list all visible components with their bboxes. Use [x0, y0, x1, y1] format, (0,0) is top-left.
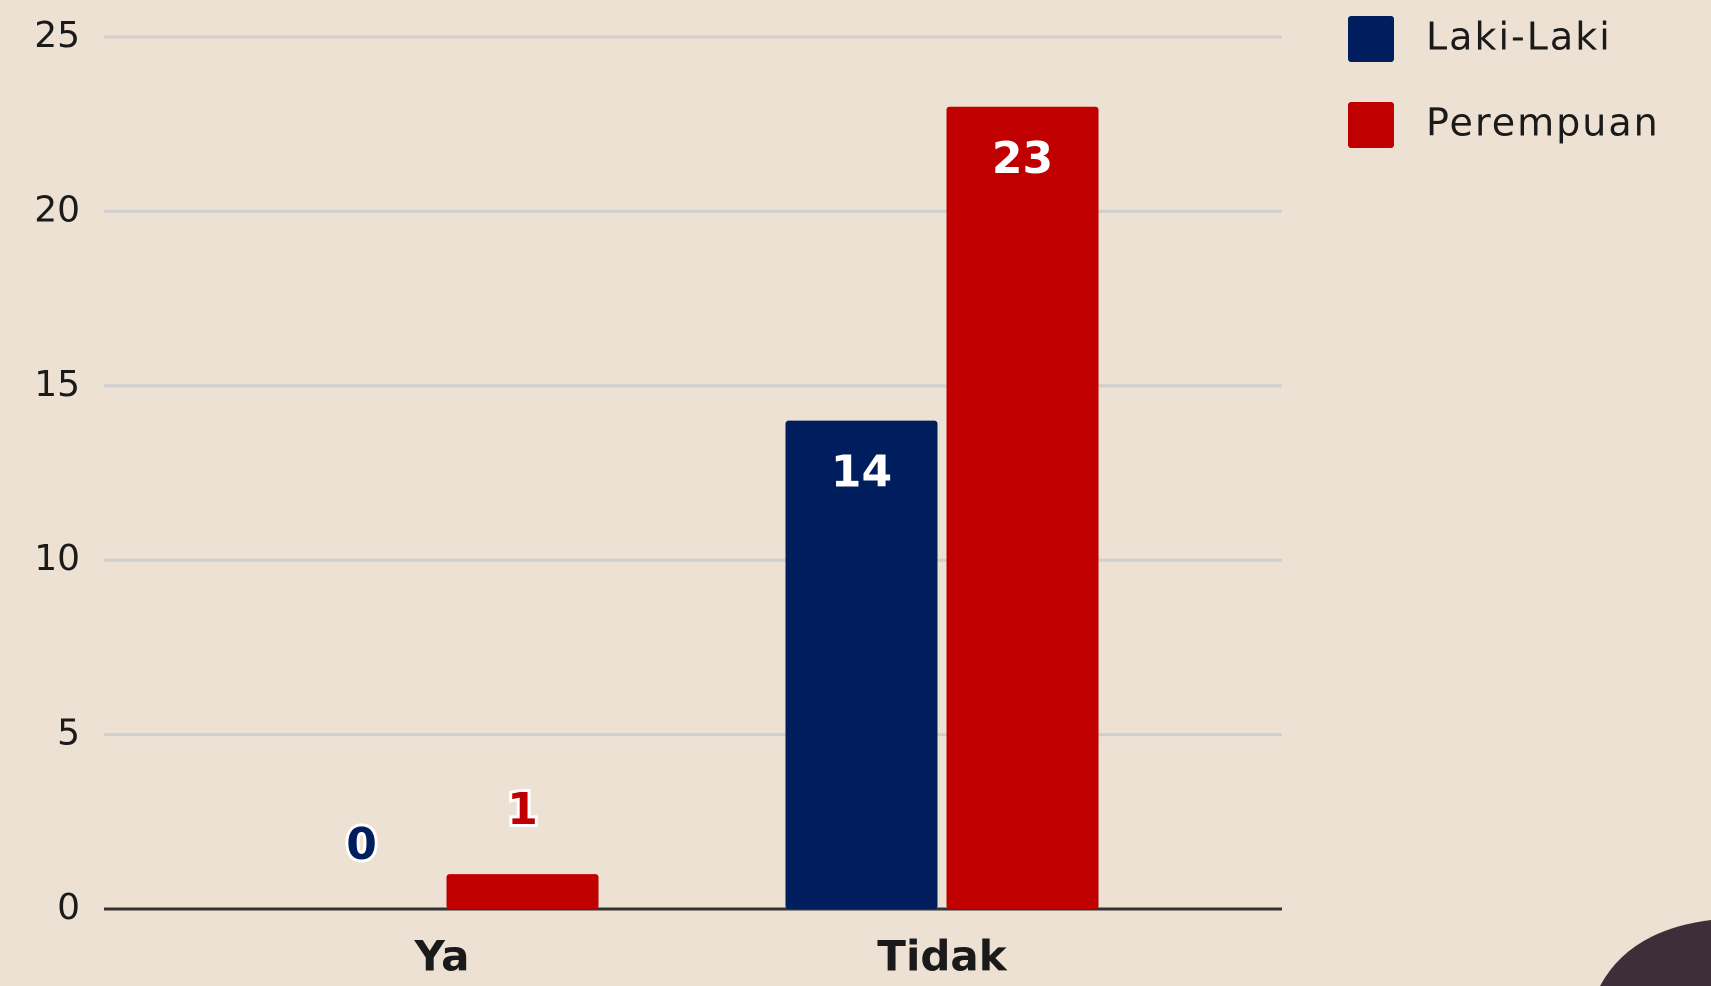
x-tick-label: Ya [414, 932, 470, 981]
y-tick-label: 20 [34, 189, 80, 230]
legend-swatch [1348, 16, 1394, 62]
legend-label: Laki-Laki [1426, 15, 1612, 59]
value-label: 1 [507, 784, 538, 835]
y-tick-label: 5 [57, 713, 80, 754]
y-tick-label: 10 [34, 538, 80, 579]
bar [785, 420, 938, 909]
y-tick-label: 15 [34, 364, 80, 405]
y-tick-label: 25 [34, 15, 80, 56]
y-tick-label: 0 [57, 887, 80, 928]
value-label: 14 [831, 447, 892, 498]
value-label: 0 [346, 819, 377, 870]
bar [946, 106, 1099, 909]
x-tick-label: Tidak [877, 932, 1007, 981]
legend-swatch [1348, 102, 1394, 148]
decoration [1600, 920, 1711, 986]
legend-label: Perempuan [1426, 101, 1660, 145]
value-label: 23 [992, 133, 1053, 184]
bar [446, 874, 599, 909]
